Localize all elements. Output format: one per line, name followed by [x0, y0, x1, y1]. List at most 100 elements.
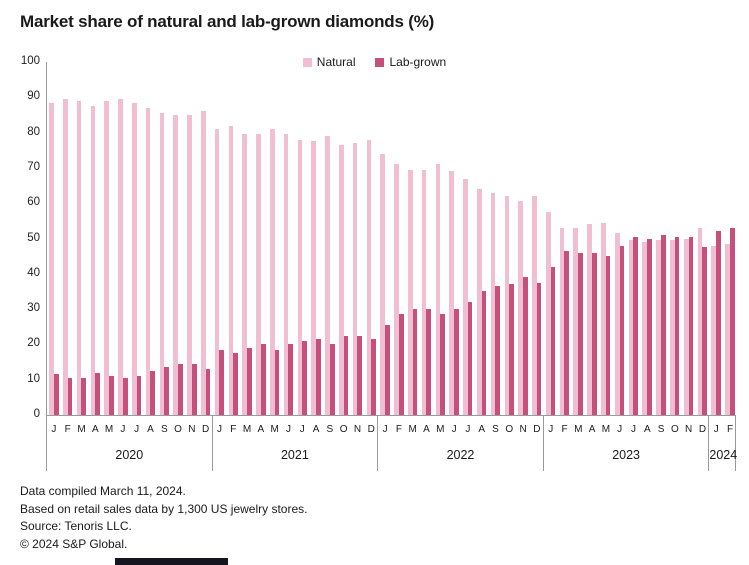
- bar-natural: [283, 134, 289, 415]
- bar-natural: [242, 134, 248, 415]
- month-tick-label: A: [91, 424, 99, 435]
- month-group: [61, 62, 75, 415]
- bar-natural: [587, 224, 592, 415]
- month-group: [530, 62, 544, 415]
- month-group: [585, 62, 599, 415]
- cropped-bottom-banner: [115, 558, 228, 565]
- month-tick-label: J: [465, 424, 471, 435]
- month-tick-label: A: [147, 424, 154, 435]
- month-tick-label: M: [408, 424, 417, 435]
- bar-lab-grown: [371, 339, 376, 415]
- bar-natural: [394, 164, 399, 415]
- bar-lab-grown: [467, 302, 473, 415]
- bar-natural: [173, 114, 179, 415]
- bar-natural: [518, 201, 523, 415]
- bar-natural: [407, 169, 413, 415]
- y-tick-label: 10: [27, 372, 40, 385]
- bar-natural: [49, 102, 54, 415]
- month-tick-label: J: [382, 424, 388, 435]
- month-tick-label: N: [519, 424, 527, 435]
- bar-lab-grown: [605, 256, 611, 415]
- month-tick-label: M: [574, 424, 583, 435]
- month-tick-label: J: [134, 424, 140, 435]
- bar-lab-grown: [288, 344, 294, 415]
- month-tick-label: N: [353, 424, 362, 435]
- month-tick-label: M: [436, 424, 445, 435]
- month-group: [599, 62, 613, 415]
- bar-natural: [725, 243, 730, 415]
- year-group: J F M A M J J A S O N D 2021: [211, 416, 378, 471]
- y-tick-label: 70: [27, 160, 40, 173]
- bar-lab-grown: [316, 339, 321, 415]
- month-group: [433, 62, 447, 415]
- bar-lab-grown: [247, 347, 252, 415]
- bar-natural: [670, 240, 675, 415]
- legend-item-natural: Natural: [302, 55, 356, 69]
- bar-lab-grown: [385, 325, 390, 415]
- legend-swatch-lab-grown: [375, 57, 385, 67]
- bar-lab-grown: [578, 252, 583, 415]
- y-tick-label: 90: [27, 90, 40, 103]
- year-label: 2022: [446, 448, 475, 462]
- bar-natural: [256, 134, 261, 415]
- month-tick-label: O: [174, 424, 182, 435]
- bar-lab-grown: [591, 252, 597, 415]
- month-group: [420, 62, 434, 415]
- footer-notes: Data compiled March 11, 2024. Based on r…: [20, 483, 307, 553]
- month-group: [116, 62, 130, 415]
- legend-label-natural: Natural: [316, 55, 356, 69]
- month-tick-label: M: [104, 424, 114, 435]
- month-group: [268, 62, 282, 415]
- bar-lab-grown: [67, 377, 73, 415]
- month-group: [626, 62, 640, 415]
- month-tick-label: D: [202, 424, 210, 435]
- month-group: [157, 62, 171, 415]
- month-tick-label: J: [299, 424, 305, 435]
- bar-natural: [214, 129, 220, 415]
- legend: Natural Lab-grown: [0, 55, 749, 69]
- bar-natural: [63, 99, 68, 415]
- month-tick-label: S: [326, 424, 334, 435]
- bar-natural: [352, 143, 358, 415]
- month-tick-label: J: [630, 424, 636, 435]
- legend-swatch-natural: [302, 57, 312, 67]
- month-group: [351, 62, 365, 415]
- bar-natural: [118, 99, 123, 415]
- bar-lab-grown: [426, 309, 432, 415]
- bar-natural: [532, 196, 537, 415]
- y-tick-label: 40: [27, 266, 40, 279]
- x-axis: J F M A M J J A S O N D 2020 J F M A M J J A S O N D 2021 J F M A M J J A…: [46, 416, 737, 471]
- bar-lab-grown: [53, 374, 59, 415]
- month-group: [144, 62, 158, 415]
- month-tick-label: A: [423, 424, 430, 435]
- bar-lab-grown: [205, 369, 211, 415]
- month-tick-label: M: [270, 424, 279, 435]
- bar-natural: [683, 238, 689, 415]
- bar-lab-grown: [178, 363, 183, 415]
- y-tick-label: 60: [27, 196, 40, 209]
- month-group: [337, 62, 351, 415]
- bar-lab-grown: [398, 314, 404, 415]
- bar-lab-grown: [136, 376, 142, 415]
- y-axis-tick-labels: 0 10 20 30 40 50 60 70 80 90 100: [0, 55, 40, 420]
- bar-natural: [90, 106, 96, 415]
- bar-lab-grown: [729, 227, 735, 415]
- bar-lab-grown: [564, 250, 570, 415]
- month-group: [544, 62, 558, 415]
- month-tick-label: J: [713, 424, 719, 435]
- month-group: [668, 62, 682, 415]
- bar-natural: [311, 141, 317, 415]
- bar-natural: [131, 102, 137, 415]
- bar-lab-grown: [122, 377, 128, 415]
- bar-lab-grown: [647, 238, 652, 415]
- year-label: 2021: [280, 448, 309, 462]
- month-tick-label: S: [657, 424, 665, 435]
- bar-natural: [200, 111, 206, 415]
- month-group: [654, 62, 668, 415]
- month-tick-label: D: [533, 424, 541, 435]
- bar-lab-grown: [95, 372, 100, 415]
- month-group: [47, 62, 61, 415]
- month-group: [475, 62, 489, 415]
